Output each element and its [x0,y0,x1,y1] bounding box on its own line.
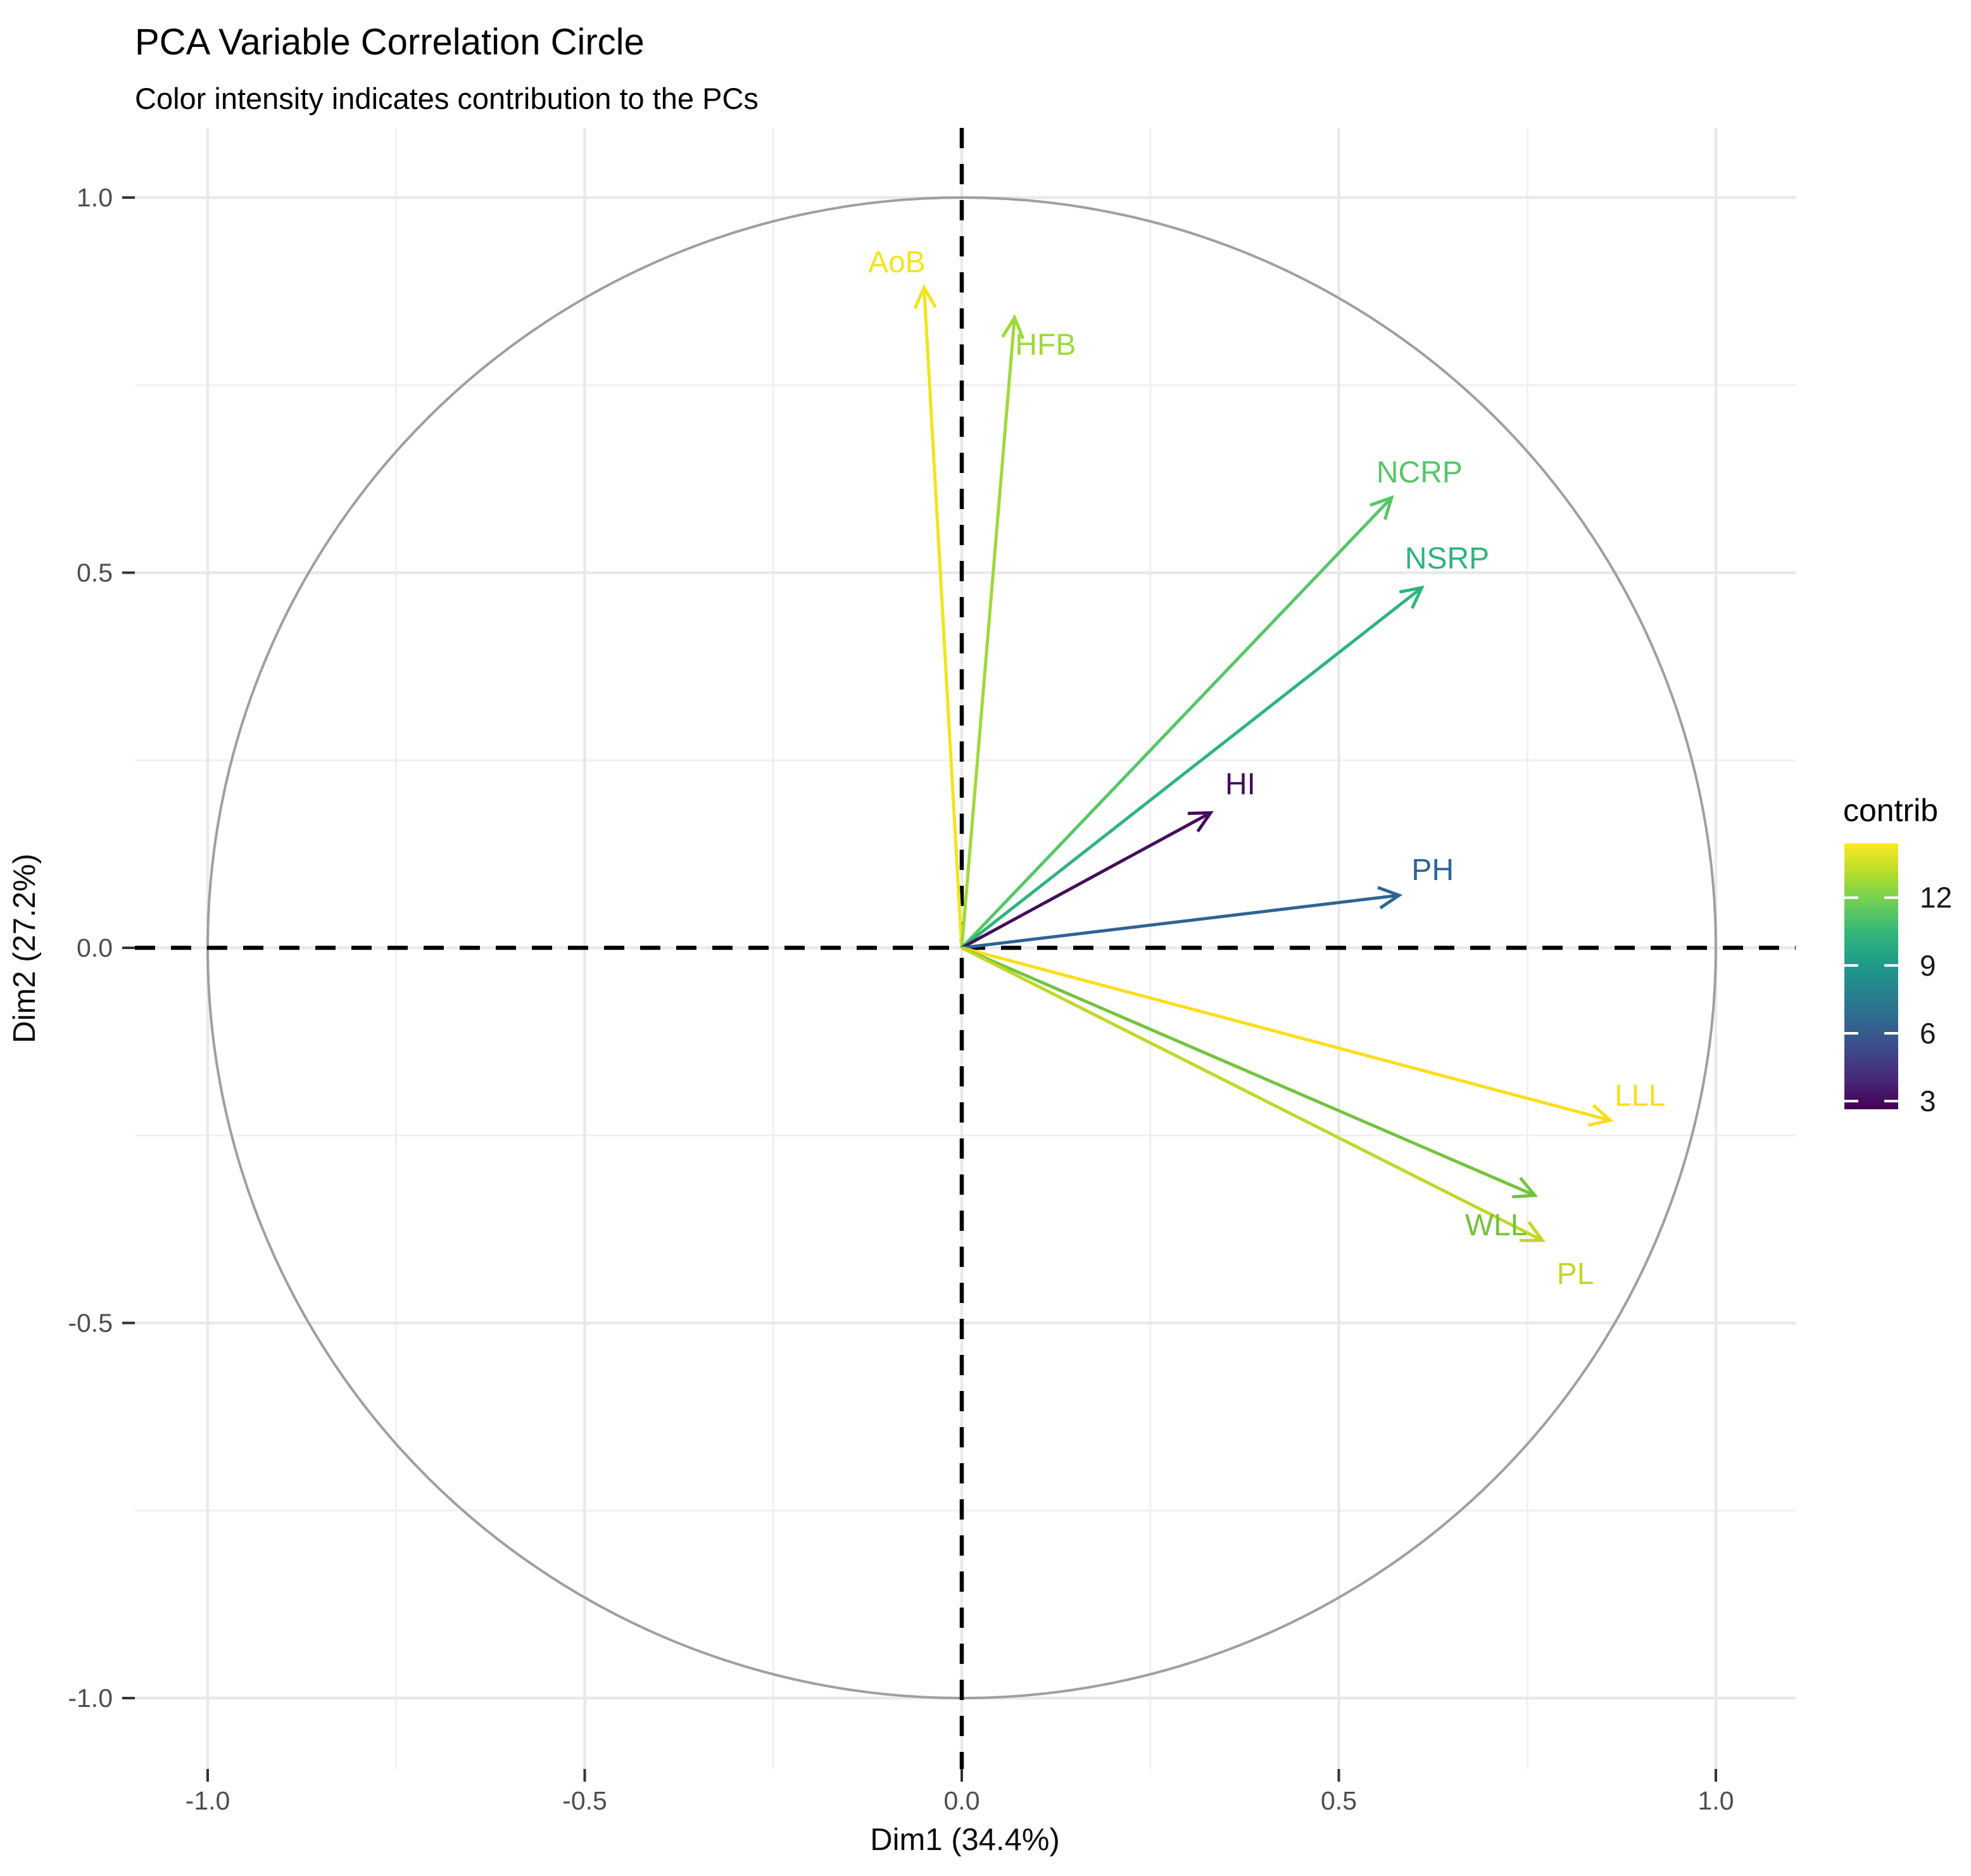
variable-arrow-ph [961,886,1403,950]
variable-arrow-wll [961,946,1539,1199]
x-axis-tick-label: -0.5 [562,1786,607,1815]
x-axis-tick-label: -1.0 [186,1786,230,1815]
variable-arrow-pl [960,946,1546,1242]
legend-tick-label: 9 [1920,949,1936,982]
variable-label-ph: PH [1411,853,1454,887]
variable-arrow-aob [913,284,964,948]
y-axis-tick-label: 1.0 [77,183,113,212]
y-axis-tick-label: 0.0 [77,933,113,962]
y-axis-title: Dim2 (27.2%) [8,853,42,1043]
legend-title: contrib [1843,793,1938,828]
legend-layer: 12 9 6 3 [1844,843,1952,1117]
variable-arrow-lll [961,946,1614,1127]
x-axis-tick-label: 1.0 [1698,1786,1734,1815]
variable-arrow-hfb [960,314,1025,948]
variable-arrow-hi [960,811,1214,950]
y-axis-tick-label: -0.5 [68,1309,113,1338]
variable-label-hfb: HFB [1015,329,1076,362]
y-axis-tick-label: -1.0 [68,1684,113,1713]
plot-subtitle: Color intensity indicates contribution t… [135,82,759,115]
x-axis-tick-label: 0.5 [1321,1786,1357,1815]
variable-label-ncrp: NCRP [1376,456,1463,489]
variable-arrow-ncrp [960,495,1394,949]
axis-ticks-layer: -1.0 -0.5 0.0 0.5 1.0 -1.0 -0.5 0.0 0.5 1.0 [68,183,1734,1815]
x-axis-title: Dim1 (34.4%) [870,1823,1060,1857]
y-axis-tick-label: 0.5 [77,558,113,588]
variable-label-hi: HI [1225,768,1256,802]
x-axis-tick-label: 0.0 [944,1786,980,1815]
variable-label-wll: WLL [1465,1209,1528,1242]
variable-label-lll: LLL [1615,1080,1665,1113]
variable-arrow-nsrp [960,585,1425,949]
variable-label-nsrp: NSRP [1405,542,1489,576]
variable-labels-layer: AoB HFB NCRP NSRP HI PH LLL WLL PL [868,246,1665,1291]
variable-label-aob: AoB [868,246,926,279]
variable-arrows-layer [913,284,1614,1242]
legend-tick-label: 3 [1920,1085,1936,1117]
plot-title: PCA Variable Correlation Circle [135,22,645,63]
legend-tick-label: 6 [1920,1017,1936,1050]
legend-colorbar [1844,843,1898,1109]
legend-tick-label: 12 [1920,881,1952,914]
variable-label-pl: PL [1557,1257,1594,1291]
